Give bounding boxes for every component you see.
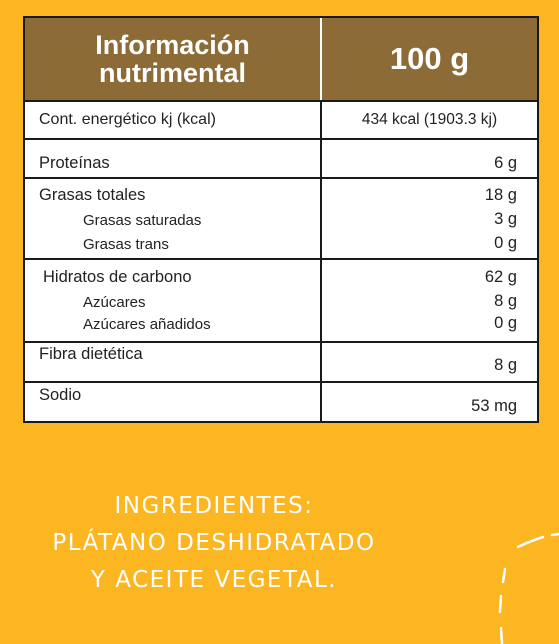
table-row-fats: Grasas totales 18 g Grasas saturadas 3 g… <box>25 177 537 258</box>
header-title: Información nutrimental <box>25 18 322 100</box>
row-value: 8 g <box>494 356 517 374</box>
nutrient-subline: Azúcares añadidos 0 g <box>39 311 517 333</box>
header-amount: 100 g <box>389 41 470 76</box>
nutrient-line: Proteínas 6 g <box>39 147 517 173</box>
row-value: 53 mg <box>471 397 517 415</box>
row-value: 62 g <box>484 268 517 286</box>
row-label: Cont. energético kj (kcal) <box>25 102 322 138</box>
nutrient-line: Sodio 53 mg <box>39 386 517 416</box>
nutrient-subline: Azúcares 8 g <box>39 287 517 311</box>
table-row-carbs: Hidratos de carbono 62 g Azúcares 8 g Az… <box>25 258 537 341</box>
row-value: 0 g <box>494 234 517 252</box>
nutrient-line: Hidratos de carbono 62 g <box>39 262 517 287</box>
row-label: Azúcares <box>83 294 146 311</box>
row-value: 18 g <box>484 186 517 204</box>
table-row-protein: Proteínas 6 g <box>25 138 537 177</box>
nutrient-subline: Grasas trans 0 g <box>39 229 517 253</box>
ingredients-line: Y ACEITE VEGETAL. <box>90 567 338 593</box>
row-label: Grasas totales <box>39 186 146 204</box>
nutrient-line: Fibra dietética 8 g <box>39 345 517 375</box>
nutrition-table: Información nutrimental 100 g Cont. ener… <box>23 16 539 423</box>
nutrient-subline: Grasas saturadas 3 g <box>39 205 517 229</box>
ingredients-line: PLÁTANO DESHIDRATADO <box>52 530 376 556</box>
row-label: Proteínas <box>39 154 110 172</box>
row-label: Azúcares añadidos <box>83 316 211 333</box>
table-row-fiber: Fibra dietética 8 g <box>25 341 537 381</box>
row-label: Grasas saturadas <box>83 212 202 229</box>
row-label: Fibra dietética <box>39 345 143 363</box>
table-row-energy: Cont. energético kj (kcal) 434 kcal (190… <box>25 100 537 138</box>
nutrient-line: Grasas totales 18 g <box>39 182 517 205</box>
row-value: 434 kcal (1903.3 kj) <box>361 111 498 128</box>
ingredients-heading: INGREDIENTES: <box>114 493 314 519</box>
row-value: 6 g <box>494 154 517 172</box>
row-value: 0 g <box>494 314 517 332</box>
row-value: 8 g <box>494 292 517 310</box>
row-label: Sodio <box>39 386 82 404</box>
table-row-sodium: Sodio 53 mg <box>25 381 537 421</box>
header-title-line1: Información <box>95 30 250 60</box>
table-header: Información nutrimental 100 g <box>25 18 537 100</box>
ingredients-text: INGREDIENTES: PLÁTANO DESHIDRATADO Y ACE… <box>0 488 428 599</box>
row-value: 3 g <box>494 210 517 228</box>
row-label: Hidratos de carbono <box>43 268 192 286</box>
row-label: Grasas trans <box>83 236 169 253</box>
header-title-line2: nutrimental <box>98 58 246 88</box>
